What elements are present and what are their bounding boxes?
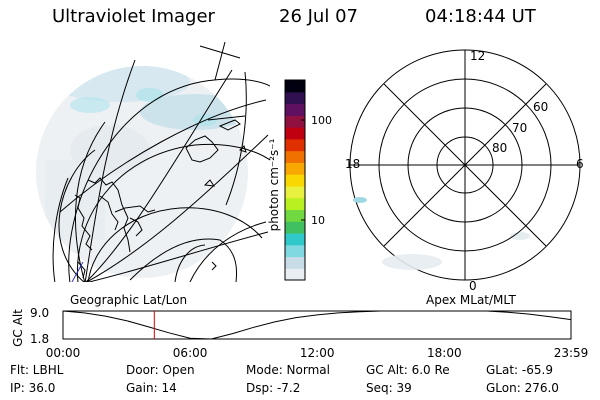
gain-field: Gain: 14 [126, 381, 177, 395]
colorbar-swatch [285, 150, 305, 163]
colorbar-swatch [285, 138, 305, 152]
instrument-title: Ultraviolet Imager [52, 6, 215, 27]
gc-alt-field: GC Alt: 6.0 Re [366, 363, 450, 377]
colorbar-swatch [285, 268, 305, 281]
colorbar-swatch [285, 91, 305, 105]
filter-field: Flt: LBHL [10, 363, 64, 377]
colorbar-swatch [285, 174, 305, 187]
mlt-label-12: 12 [470, 49, 485, 63]
colorbar-swatch [285, 209, 305, 222]
colorbar-swatch [285, 162, 305, 175]
colorbar-swatch [285, 115, 305, 128]
colorbar-swatch [285, 256, 305, 269]
altitude-xtick-label: 18:00 [427, 346, 462, 360]
altitude-ylabel: GC Alt [11, 309, 25, 347]
polar-emission [353, 197, 530, 270]
colorbar-swatch [285, 185, 305, 199]
door-field: Door: Open [126, 363, 195, 377]
colorbar: 100 10 photon cm⁻²s⁻¹ [267, 79, 332, 281]
ip-field: IP: 36.0 [10, 381, 56, 395]
date-label: 26 Jul 07 [279, 6, 358, 27]
dayglow-terminator [71, 261, 84, 282]
coastlines [74, 119, 247, 279]
glat-field: GLat: -65.9 [486, 363, 553, 377]
time-label: 04:18:44 UT [425, 6, 536, 27]
altitude-xtick-label: 23:59 [554, 346, 589, 360]
lat-label-80: 80 [492, 141, 507, 155]
seq-field: Seq: 39 [366, 381, 412, 395]
altitude-xtick-label: 06:00 [173, 346, 208, 360]
altitude-ytick-top: 9.0 [30, 306, 49, 320]
dsp-field: Dsp: -7.2 [246, 381, 301, 395]
altitude-xtick-label: 12:00 [300, 346, 335, 360]
mlt-label-6: 6 [576, 157, 584, 171]
lat-label-60: 60 [533, 100, 548, 114]
colorbar-swatch [285, 244, 305, 258]
colorbar-swatch [285, 103, 305, 116]
colorbar-label: photon cm⁻²s⁻¹ [267, 138, 281, 231]
altitude-plot: GC Alt 9.0 1.8 00:00 06:00 12:00 18:00 23:59 [11, 306, 588, 360]
colorbar-swatch [285, 221, 305, 234]
mlt-label-0: 0 [469, 279, 477, 293]
geographic-label: Geographic Lat/Lon [70, 293, 187, 307]
lat-label-70: 70 [512, 121, 527, 135]
polar-plot: 12 18 6 0 60 70 80 [345, 49, 584, 293]
mlt-label-18: 18 [345, 157, 360, 171]
apex-label: Apex MLat/MLT [426, 293, 516, 307]
glon-field: GLon: 276.0 [486, 381, 559, 395]
colorbar-tick-label: 10 [311, 214, 325, 227]
colorbar-swatch [285, 127, 305, 140]
colorbar-swatch [285, 197, 305, 211]
altitude-xtick-label: 00:00 [46, 346, 81, 360]
lat-lon-grid [52, 41, 270, 282]
geographic-map [36, 41, 270, 282]
orbit-altitude-curve [62, 310, 572, 340]
altitude-ytick-bottom: 1.8 [30, 332, 49, 346]
colorbar-tick-label: 100 [311, 114, 332, 127]
mode-field: Mode: Normal [246, 363, 330, 377]
colorbar-swatch [285, 80, 305, 93]
colorbar-swatch [285, 232, 305, 246]
altitude-plot-frame [62, 310, 572, 340]
